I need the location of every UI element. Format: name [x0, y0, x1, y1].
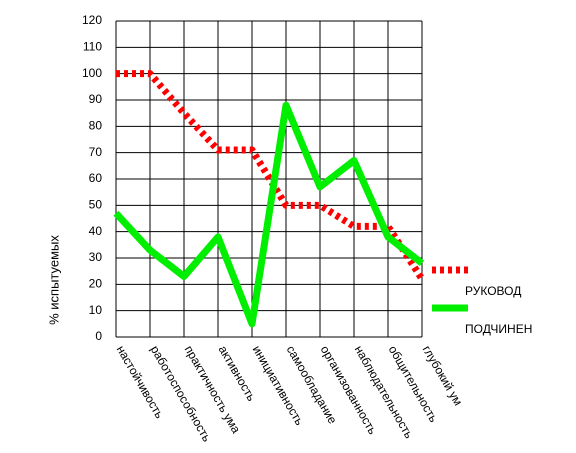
y-tick-label: 110 [83, 40, 102, 54]
y-tick-label: 30 [89, 250, 103, 264]
series-line [113, 101, 425, 328]
y-tick-label: 10 [89, 303, 103, 317]
y-tick-label: 100 [82, 66, 102, 80]
y-tick-label: 120 [82, 13, 102, 27]
y-tick-label: 50 [89, 198, 103, 212]
y-tick-label: 20 [89, 277, 103, 291]
y-tick-label: 80 [89, 119, 103, 133]
y-tick-label: 90 [89, 92, 103, 106]
y-axis-label: % испытуемых [46, 235, 61, 325]
legend-label: РУКОВОД [465, 284, 521, 298]
x-tick-label: работоспособность [148, 343, 214, 444]
y-tick-label: 0 [95, 329, 102, 343]
y-tick-label: 40 [89, 224, 103, 238]
y-tick-label: 60 [89, 171, 103, 185]
legend-label: ПОДЧИНЕН [465, 322, 532, 336]
y-tick-label: 70 [89, 145, 103, 159]
series-line [116, 70, 425, 281]
